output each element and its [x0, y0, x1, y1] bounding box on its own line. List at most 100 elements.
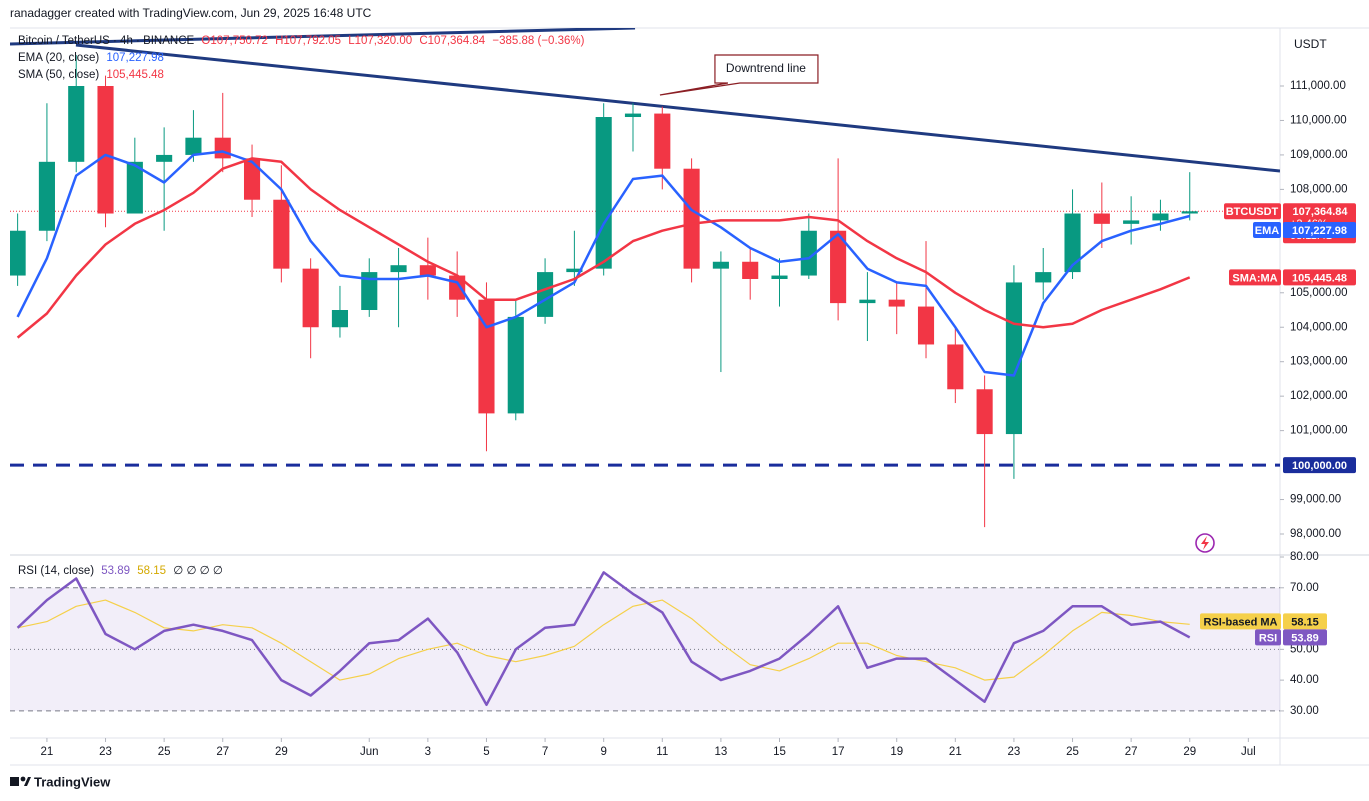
- rsi-ma-tag-value-box: [1283, 613, 1327, 630]
- price-legend: Bitcoin / TetherUS · 4h · BINANCE O107,7…: [18, 33, 589, 84]
- legend-extra: ∅ ∅ ∅ ∅: [173, 565, 223, 577]
- candle-body: [478, 299, 495, 414]
- x-tick-label: Jul: [1241, 746, 1256, 758]
- x-tick-label: 29: [1183, 746, 1196, 758]
- symbol-tag: BTCUSDT: [1226, 206, 1279, 218]
- ma-tag-value-box: [1283, 269, 1356, 286]
- y-tick-label: 108,000.00: [1290, 183, 1348, 195]
- y-tick-label: 30.00: [1290, 705, 1319, 717]
- candle-body: [1035, 272, 1052, 283]
- candle-body: [361, 272, 378, 311]
- rsi-line: [16, 571, 1191, 707]
- x-tick-label: 21: [41, 746, 54, 758]
- y-tick-label: 102,000.00: [1290, 390, 1348, 402]
- candle-body: [10, 230, 26, 276]
- y-tick-label: 105,000.00: [1290, 287, 1348, 299]
- y-tick-label: 104,000.00: [1290, 321, 1348, 333]
- candle-body: [38, 161, 55, 231]
- ma-line: [16, 157, 1191, 339]
- hline-tag: 100,000.00: [1292, 460, 1347, 472]
- trend-line: [75, 43, 1280, 173]
- candle-body: [1064, 213, 1081, 273]
- y-tick-label: 109,000.00: [1290, 149, 1348, 161]
- hline-tag-box: [1283, 457, 1356, 474]
- rsi-ma-tag-value: 58.15: [1291, 616, 1319, 628]
- candle-body: [976, 389, 993, 435]
- legend-value: 105,445.48: [106, 69, 164, 81]
- x-tick-label: 13: [714, 746, 727, 758]
- candle-body: [97, 86, 114, 214]
- x-tick-label: 25: [158, 746, 171, 758]
- rsi-ma-tag-name-box: [1200, 613, 1281, 630]
- x-tick-label: 21: [949, 746, 962, 758]
- legend-value: 107,227.98: [106, 52, 164, 64]
- x-tick-label: 23: [1008, 746, 1021, 758]
- candle-body: [390, 265, 407, 273]
- x-tick-label: 23: [99, 746, 112, 758]
- ma-tag-value-box: [1283, 221, 1356, 238]
- candle-body: [507, 316, 524, 414]
- candle-body: [214, 137, 231, 159]
- candle-body: [1152, 213, 1169, 221]
- ma-tag-name: EMA: [1255, 225, 1280, 237]
- y-tick-label: 70.00: [1290, 582, 1319, 594]
- footer: TradingView: [34, 774, 111, 789]
- candle-body: [742, 261, 759, 279]
- candle-body: [888, 299, 905, 307]
- price-tag: 107,364.84: [1292, 206, 1348, 218]
- rsi-tag-name: RSI: [1259, 632, 1277, 644]
- ma-line: [16, 150, 1191, 377]
- symbol: Bitcoin / TetherUS · 4h · BINANCE: [18, 35, 195, 47]
- rsi-ma-tag-name: RSI-based MA: [1204, 616, 1278, 628]
- x-tick-label: 27: [1125, 746, 1138, 758]
- ohlc: −385.88 (−0.36%): [492, 35, 585, 47]
- annotation: Downtrend line: [726, 61, 806, 75]
- x-tick-label: 7: [542, 746, 548, 758]
- y-tick-label: 40.00: [1290, 674, 1319, 686]
- candle-body: [537, 272, 554, 317]
- y-tick-label: 101,000.00: [1290, 425, 1348, 437]
- legend-value: 53.89: [101, 565, 131, 577]
- rsi-tag-value-box: [1283, 629, 1327, 646]
- legend-row: Bitcoin / TetherUS · 4h · BINANCE O107,7…: [18, 33, 589, 50]
- candle-body: [302, 268, 319, 328]
- candle-body: [419, 265, 436, 276]
- ohlc: L107,320.00: [348, 35, 413, 47]
- candle-body: [947, 344, 964, 390]
- rsi-legend: RSI (14, close) 53.89 58.15 ∅ ∅ ∅ ∅: [18, 563, 227, 580]
- candle-body: [771, 275, 788, 279]
- candle-body: [1093, 213, 1110, 224]
- candle-body: [800, 230, 817, 276]
- candle-body: [185, 137, 202, 155]
- y-tick-label: 80.00: [1290, 551, 1319, 563]
- y-tick-label: 99,000.00: [1290, 494, 1341, 506]
- rsi-line: [17, 599, 1190, 681]
- x-tick-label: 15: [773, 746, 786, 758]
- candle-body: [917, 306, 935, 345]
- ma-tag-name-box: [1229, 269, 1281, 286]
- y-tick-label: 110,000.00: [1290, 114, 1347, 126]
- x-tick-label: 17: [832, 746, 845, 758]
- candle-body: [243, 158, 261, 200]
- candle-body: [624, 113, 642, 118]
- candle-body: [595, 117, 612, 269]
- rsi-tag-value: 53.89: [1291, 632, 1319, 644]
- y-tick-label: 111,000.00: [1290, 80, 1346, 92]
- candle-body: [273, 199, 290, 269]
- header: ranadagger created with TradingView.com,…: [10, 6, 372, 20]
- logo: [10, 776, 31, 786]
- ma-tag-value: 105,445.48: [1292, 272, 1347, 284]
- candle-body: [830, 230, 847, 304]
- rsi-tag-name-box: [1255, 629, 1281, 646]
- x-tick-label: 11: [656, 746, 668, 758]
- candle-body: [712, 261, 729, 269]
- x-tick-label: 3: [425, 746, 431, 758]
- callout: [659, 54, 819, 96]
- x-tick-label: 29: [275, 746, 288, 758]
- legend-name: EMA (20, close): [18, 52, 100, 64]
- x-tick-label: 5: [483, 746, 489, 758]
- candle-body: [1123, 220, 1140, 224]
- ohlc: C107,364.84: [419, 35, 486, 47]
- legend-value: 58.15: [137, 565, 167, 577]
